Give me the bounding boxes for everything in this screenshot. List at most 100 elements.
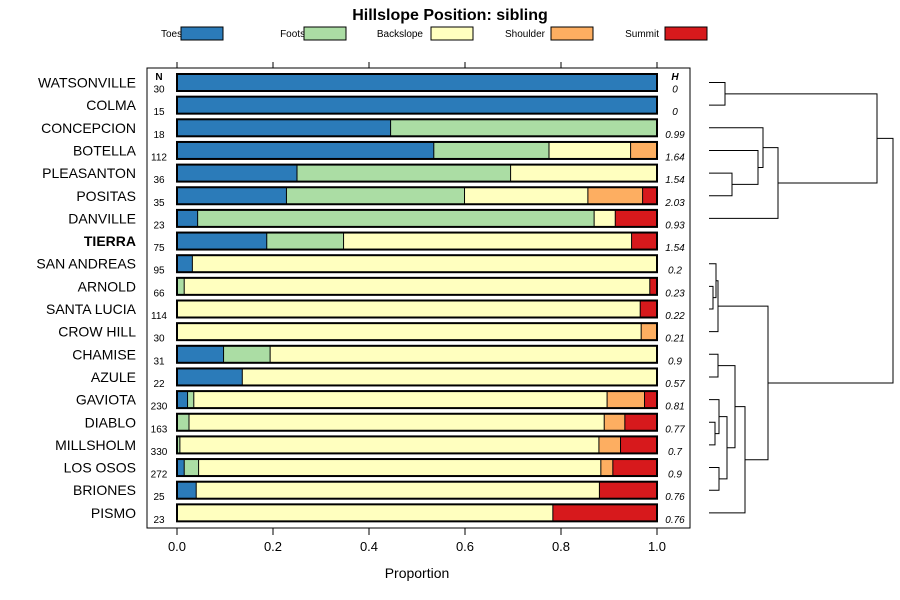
n-value-botella: 112: [151, 152, 167, 163]
bar-segment-los-osos-summit: [612, 459, 657, 477]
bar-row-tierra: [176, 231, 658, 251]
n-value-los-osos: 272: [151, 470, 168, 481]
bar-segment-gaviota-footslope: [187, 391, 194, 409]
n-value-danville: 23: [153, 220, 165, 231]
bar-segment-san-andreas-toeslope: [177, 255, 193, 273]
bar-outline-diablo: [176, 412, 658, 432]
bar-outline-santa-lucia: [176, 299, 658, 319]
bar-segment-positas-shoulder: [587, 187, 643, 205]
n-value-chamise: 31: [153, 356, 165, 367]
bar-segment-briones-backslope: [196, 481, 600, 499]
bar-segment-positas-summit: [642, 187, 657, 205]
bar-segment-positas-footslope: [286, 187, 465, 205]
n-value-pleasanton: 36: [153, 175, 165, 186]
bar-segment-arnold-backslope: [184, 277, 650, 295]
bar-segment-gaviota-shoulder: [607, 391, 645, 409]
bar-row-colma: [176, 95, 658, 115]
h-value-diablo: 0.77: [665, 424, 685, 435]
category-label-gaviota: GAVIOTA: [76, 392, 137, 408]
h-value-briones: 0.76: [665, 492, 685, 503]
h-value-santa-lucia: 0.22: [665, 311, 685, 322]
bar-outline-watsonville: [176, 73, 658, 92]
bar-row-pismo: [176, 503, 658, 523]
bar-segment-danville-footslope: [197, 209, 595, 227]
x-axis-title: Proportion: [385, 565, 450, 581]
category-label-azule: AZULE: [91, 369, 136, 385]
bar-segment-positas-backslope: [464, 187, 588, 205]
bar-row-san-andreas: [176, 254, 658, 274]
h-value-chamise: 0.9: [668, 356, 682, 367]
dendrogram-link-4: [709, 147, 779, 219]
h-value-pismo: 0.76: [665, 515, 685, 526]
dendrogram: [709, 82, 894, 514]
dendrogram-link-12: [709, 467, 720, 491]
legend-label-shoulder: Shoulder: [505, 29, 546, 40]
bar-segment-pleasanton-footslope: [297, 164, 511, 182]
bar-row-chamise: [176, 344, 658, 364]
category-label-pleasanton: PLEASANTON: [42, 165, 136, 181]
x-tick-label-2: 0.4: [360, 539, 378, 554]
x-tick-label-0: 0.0: [168, 539, 186, 554]
bar-row-briones: [176, 480, 658, 500]
category-label-positas: POSITAS: [76, 188, 136, 204]
x-tick-label-4: 0.8: [552, 539, 570, 554]
bar-segment-los-osos-toeslope: [177, 459, 185, 477]
bar-segment-diablo-footslope: [177, 413, 189, 431]
h-value-pleasanton: 1.54: [665, 175, 685, 186]
bar-segment-tierra-footslope: [266, 232, 344, 250]
bar-row-danville: [176, 208, 658, 228]
bar-outline-danville: [176, 208, 658, 228]
category-label-crow-hill: CROW HILL: [58, 324, 136, 340]
bar-segment-positas-toeslope: [177, 187, 287, 205]
bar-outline-pleasanton: [176, 163, 658, 183]
bar-segment-pismo-summit: [552, 504, 657, 522]
bar-row-gaviota: [176, 390, 658, 410]
n-value-azule: 22: [153, 379, 165, 390]
bar-segment-arnold-footslope: [177, 277, 185, 295]
bar-segment-santa-lucia-summit: [640, 300, 657, 318]
dendrogram-link-9: [709, 353, 719, 378]
n-value-santa-lucia: 114: [151, 311, 167, 322]
legend-label-footslope: Footslope: [280, 29, 324, 40]
bar-outline-tierra: [176, 231, 658, 251]
category-label-watsonville: WATSONVILLE: [38, 75, 136, 91]
h-value-watsonville: 0: [672, 85, 678, 96]
bar-row-arnold: [176, 276, 658, 296]
n-value-millsholm: 330: [151, 447, 168, 458]
x-tick-label-1: 0.2: [264, 539, 282, 554]
n-value-positas: 35: [153, 198, 165, 209]
legend-swatch-summit: [664, 26, 708, 41]
dendrogram-link-10: [709, 421, 716, 446]
category-label-santa-lucia: SANTA LUCIA: [46, 301, 137, 317]
bar-outline-gaviota: [176, 390, 658, 410]
h-value-danville: 0.93: [665, 220, 685, 231]
dendrogram-link-0: [709, 82, 726, 106]
bar-row-azule: [176, 367, 658, 387]
category-label-pismo: PISMO: [91, 505, 136, 521]
dendrogram-link-5: [725, 93, 878, 184]
bar-outline-positas: [176, 186, 658, 206]
bar-outline-arnold: [176, 276, 658, 296]
h-value-botella: 1.64: [665, 152, 685, 163]
category-label-los-osos: LOS OSOS: [64, 460, 136, 476]
n-value-concepcion: 18: [153, 130, 165, 141]
dendrogram-link-16: [718, 305, 769, 461]
bar-segment-tierra-toeslope: [177, 232, 267, 250]
bar-segment-botella-backslope: [549, 141, 631, 159]
h-value-colma: 0: [672, 107, 678, 118]
chart-title: Hillslope Position: sibling: [352, 7, 548, 24]
bar-segment-diablo-summit: [624, 413, 657, 431]
legend-swatch-shoulder: [550, 26, 594, 41]
legend-swatch-footslope: [303, 26, 347, 41]
legend-label-backslope: Backslope: [377, 29, 424, 40]
bar-segment-watsonville-toeslope: [177, 74, 657, 91]
dendrogram-link-3: [709, 127, 764, 168]
bar-segment-briones-summit: [599, 481, 657, 499]
bar-outline-chamise: [176, 344, 658, 364]
bar-segment-pleasanton-backslope: [510, 164, 657, 182]
bar-segment-crow-hill-shoulder: [641, 323, 657, 341]
bar-segment-azule-toeslope: [177, 368, 243, 386]
h-value-tierra: 1.54: [665, 243, 685, 254]
bar-segment-gaviota-backslope: [193, 391, 608, 409]
category-label-san-andreas: SAN ANDREAS: [36, 256, 136, 272]
